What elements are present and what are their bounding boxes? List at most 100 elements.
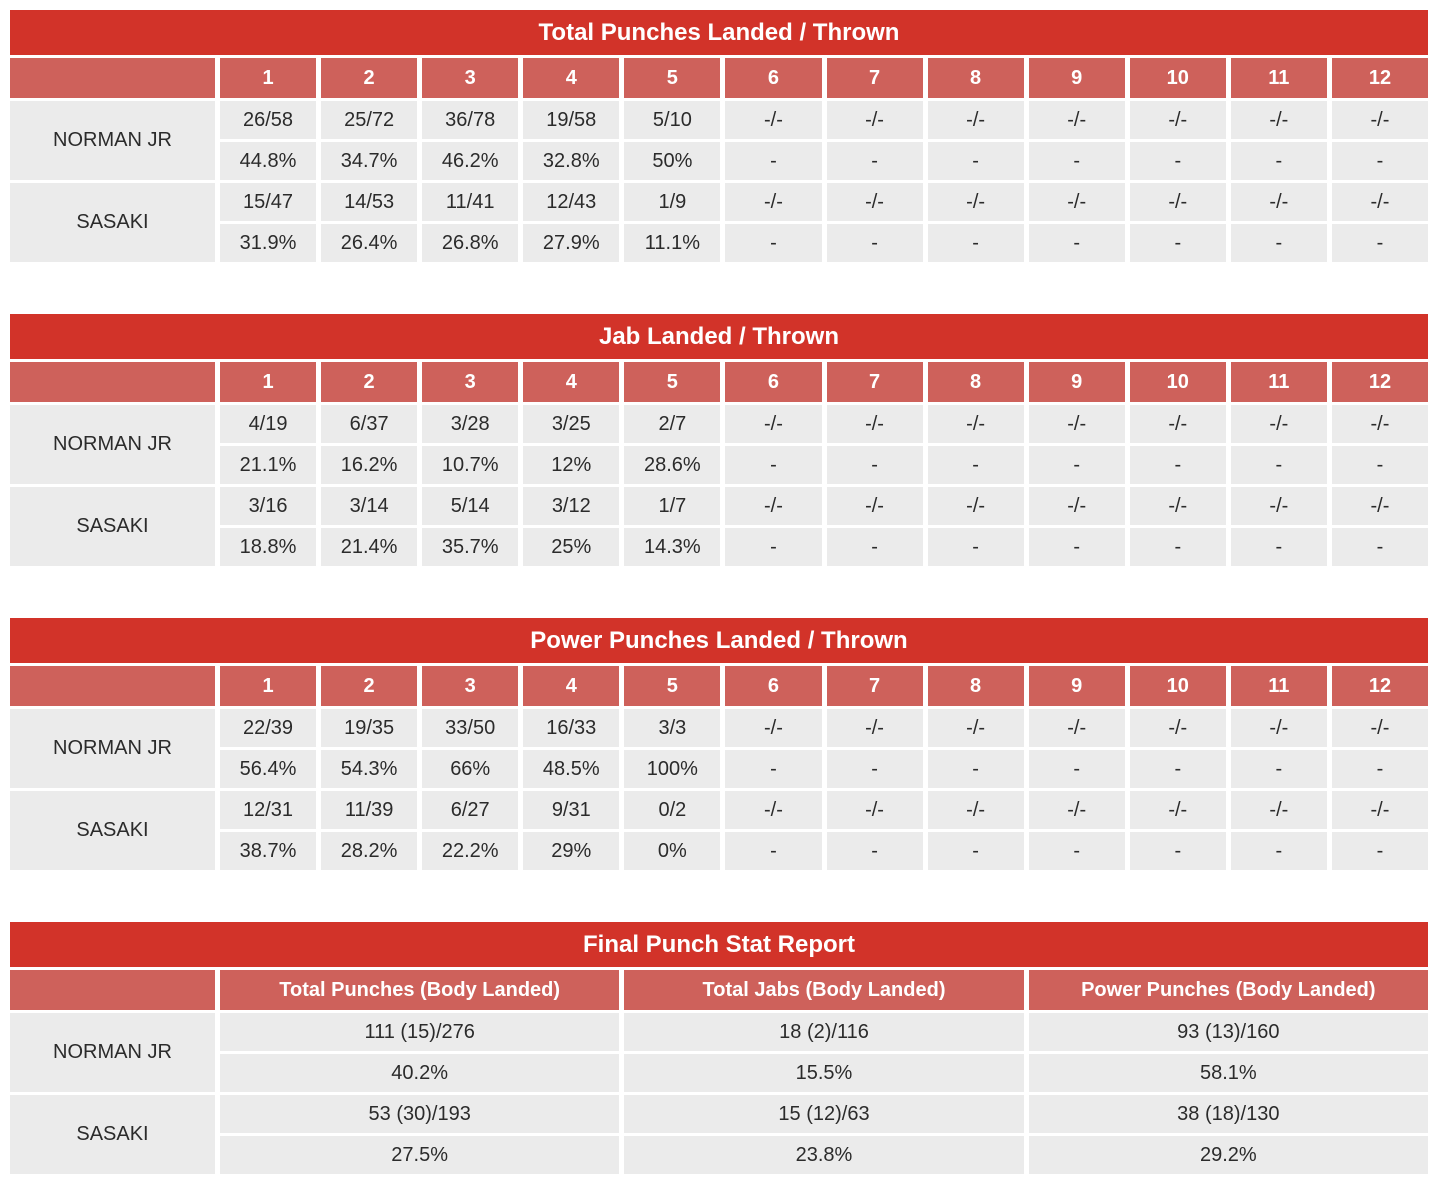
pct-cell: 23.8% <box>624 1136 1024 1174</box>
pct-cell: 27.5% <box>220 1136 620 1174</box>
pct-cell: 48.5% <box>523 750 620 788</box>
pct-cell: 35.7% <box>422 528 519 566</box>
landed-thrown-cell: 11/41 <box>422 183 519 221</box>
round-header-cell: 4 <box>523 58 620 98</box>
landed-thrown-cell: 2/7 <box>624 405 721 443</box>
corner-cell <box>10 666 215 706</box>
round-header-cell: 2 <box>321 362 418 402</box>
landed-thrown-cell: -/- <box>725 101 822 139</box>
table-grid: 1 2 3 4 5 6 7 8 9 10 11 12 NORMAN JR 26/58 25/72 36/78 1… <box>10 58 1428 262</box>
pct-cell: - <box>1028 224 1125 262</box>
round-header-cell: 12 <box>1331 58 1428 98</box>
pct-cell: 50% <box>624 142 721 180</box>
landed-thrown-cell: -/- <box>1129 405 1226 443</box>
pct-cell: 26.4% <box>321 224 418 262</box>
round-header-cell: 1 <box>220 362 317 402</box>
pct-cell: - <box>826 750 923 788</box>
round-header-cell: 2 <box>321 58 418 98</box>
landed-thrown-cell: -/- <box>927 405 1024 443</box>
fighter-name-cell: NORMAN JR <box>10 101 215 180</box>
column-header-cell: Power Punches (Body Landed) <box>1028 970 1428 1010</box>
landed-thrown-cell: 1/9 <box>624 183 721 221</box>
table-grid: 1 2 3 4 5 6 7 8 9 10 11 12 NORMAN JR 22/39 19/35 33/50 1… <box>10 666 1428 870</box>
pct-cell: 31.9% <box>220 224 317 262</box>
landed-thrown-cell: 19/35 <box>321 709 418 747</box>
pct-cell: - <box>1129 224 1226 262</box>
round-header-cell: 10 <box>1129 666 1226 706</box>
pct-cell: - <box>1028 832 1125 870</box>
pct-cell: 28.2% <box>321 832 418 870</box>
pct-cell: - <box>927 142 1024 180</box>
pct-cell: 29% <box>523 832 620 870</box>
landed-thrown-cell: -/- <box>826 405 923 443</box>
column-header-cell: Total Punches (Body Landed) <box>220 970 620 1010</box>
landed-thrown-cell: -/- <box>1028 791 1125 829</box>
landed-thrown-cell: -/- <box>1028 709 1125 747</box>
pct-cell: - <box>1331 832 1428 870</box>
landed-thrown-cell: -/- <box>1331 791 1428 829</box>
round-header-cell: 5 <box>624 666 721 706</box>
pct-cell: 21.1% <box>220 446 317 484</box>
pct-cell: - <box>927 750 1024 788</box>
fighter-name-cell: NORMAN JR <box>10 405 215 484</box>
pct-cell: 0% <box>624 832 721 870</box>
pct-cell: - <box>1028 142 1125 180</box>
landed-thrown-cell: 3/25 <box>523 405 620 443</box>
pct-cell: 25% <box>523 528 620 566</box>
landed-thrown-cell: -/- <box>1028 101 1125 139</box>
landed-thrown-cell: 3/28 <box>422 405 519 443</box>
pct-cell: 18.8% <box>220 528 317 566</box>
round-header-cell: 9 <box>1028 58 1125 98</box>
round-header-cell: 3 <box>422 362 519 402</box>
landed-thrown-cell: -/- <box>725 405 822 443</box>
pct-cell: - <box>1028 750 1125 788</box>
landed-thrown-cell: -/- <box>1129 791 1226 829</box>
landed-thrown-cell: 3/3 <box>624 709 721 747</box>
pct-cell: 21.4% <box>321 528 418 566</box>
pct-cell: 100% <box>624 750 721 788</box>
round-header-cell: 7 <box>826 362 923 402</box>
pct-cell: - <box>1230 224 1327 262</box>
landed-thrown-cell: 15 (12)/63 <box>624 1095 1024 1133</box>
round-header-cell: 9 <box>1028 362 1125 402</box>
landed-thrown-cell: -/- <box>826 101 923 139</box>
landed-thrown-cell: -/- <box>1230 405 1327 443</box>
pct-cell: - <box>1331 142 1428 180</box>
pct-cell: - <box>1331 528 1428 566</box>
pct-cell: 29.2% <box>1028 1136 1428 1174</box>
round-header-cell: 11 <box>1230 666 1327 706</box>
round-header-cell: 8 <box>927 666 1024 706</box>
pct-cell: - <box>826 832 923 870</box>
round-header-cell: 9 <box>1028 666 1125 706</box>
pct-cell: - <box>1230 142 1327 180</box>
round-header-cell: 3 <box>422 666 519 706</box>
fighter-name-cell: SASAKI <box>10 1095 215 1174</box>
landed-thrown-cell: 9/31 <box>523 791 620 829</box>
pct-cell: 34.7% <box>321 142 418 180</box>
landed-thrown-cell: -/- <box>1230 791 1327 829</box>
round-header-cell: 2 <box>321 666 418 706</box>
pct-cell: - <box>826 224 923 262</box>
pct-cell: - <box>725 142 822 180</box>
pct-cell: - <box>927 446 1024 484</box>
landed-thrown-cell: 53 (30)/193 <box>220 1095 620 1133</box>
round-header-cell: 4 <box>523 362 620 402</box>
pct-cell: - <box>1331 224 1428 262</box>
pct-cell: - <box>1028 446 1125 484</box>
landed-thrown-cell: 19/58 <box>523 101 620 139</box>
pct-cell: - <box>725 528 822 566</box>
landed-thrown-cell: -/- <box>927 487 1024 525</box>
pct-cell: - <box>725 832 822 870</box>
landed-thrown-cell: -/- <box>725 791 822 829</box>
round-header-cell: 5 <box>624 362 721 402</box>
round-header-cell: 11 <box>1230 362 1327 402</box>
pct-cell: 32.8% <box>523 142 620 180</box>
fighter-name-cell: SASAKI <box>10 791 215 870</box>
pct-cell: 40.2% <box>220 1054 620 1092</box>
pct-cell: - <box>725 750 822 788</box>
landed-thrown-cell: -/- <box>1129 487 1226 525</box>
landed-thrown-cell: 12/43 <box>523 183 620 221</box>
landed-thrown-cell: -/- <box>1129 101 1226 139</box>
pct-cell: 15.5% <box>624 1054 1024 1092</box>
landed-thrown-cell: -/- <box>1028 405 1125 443</box>
